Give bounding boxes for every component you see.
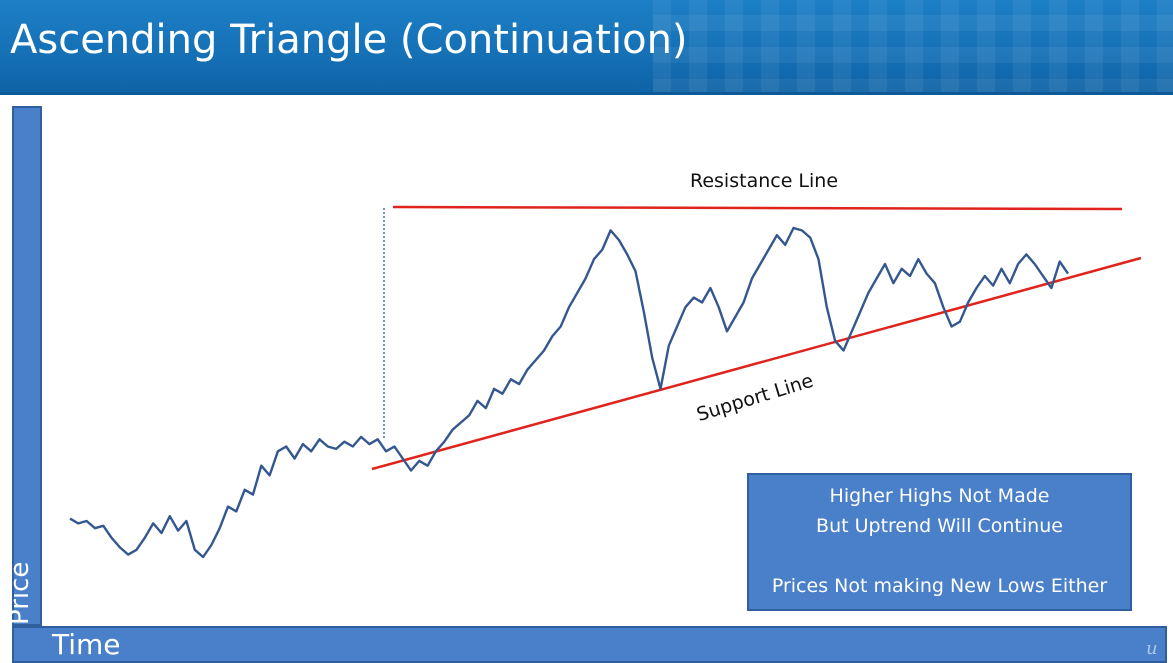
explanation-box: Higher Highs Not Made But Uptrend Will C…	[747, 473, 1132, 611]
note-line-3: Prices Not making New Lows Either	[771, 575, 1108, 597]
slide-title: Ascending Triangle (Continuation)	[10, 17, 688, 63]
time-axis-label: Time	[52, 628, 121, 661]
note-line-1: Higher Highs Not Made	[829, 485, 1050, 507]
udemy-logo-icon: u	[1146, 638, 1158, 659]
price-series-line	[69, 226, 1069, 559]
time-axis-bar	[12, 626, 1167, 663]
resistance-line	[392, 205, 1123, 211]
price-series	[69, 226, 1069, 559]
price-axis-bar	[12, 106, 42, 626]
note-line-2: But Uptrend Will Continue	[816, 515, 1063, 537]
support-line	[371, 256, 1142, 471]
title-bar: Ascending Triangle (Continuation)	[0, 0, 1173, 95]
resistance-line-label: Resistance Line	[690, 170, 839, 192]
